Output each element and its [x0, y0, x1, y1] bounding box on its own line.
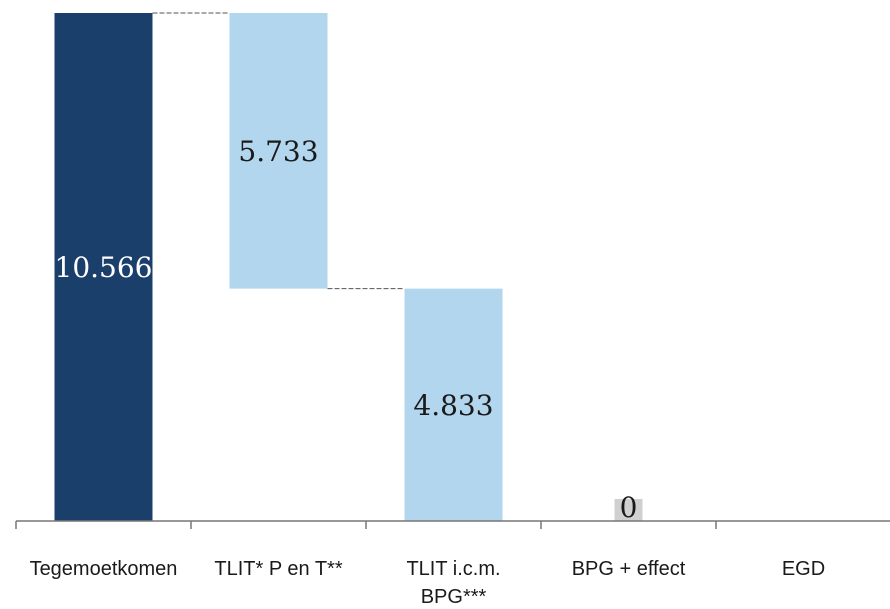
zero-value-marker [614, 499, 643, 521]
bars [54, 13, 643, 521]
bar-2 [229, 13, 328, 289]
category-label-3: TLIT i.c.m. BPG*** [406, 558, 500, 608]
category-label-2: TLIT* P en T** [214, 558, 342, 580]
bar-1 [54, 13, 153, 521]
bar-3 [404, 288, 503, 521]
value-label-4: 0 [620, 491, 638, 524]
category-label-1: Tegemoetkomen [30, 558, 178, 580]
value-labels: 10.566 5.733 4.833 0 [55, 135, 638, 524]
category-label-4: BPG + effect [572, 558, 686, 580]
connector-lines [152, 12, 405, 290]
value-label-1: 10.566 [55, 251, 153, 284]
x-axis [15, 520, 890, 529]
category-label-5: EGD [782, 558, 825, 580]
category-labels: Tegemoetkomen TLIT* P en T** TLIT i.c.m. BP… [30, 558, 826, 608]
value-label-2: 5.733 [238, 135, 318, 168]
value-label-3: 4.833 [413, 389, 493, 422]
